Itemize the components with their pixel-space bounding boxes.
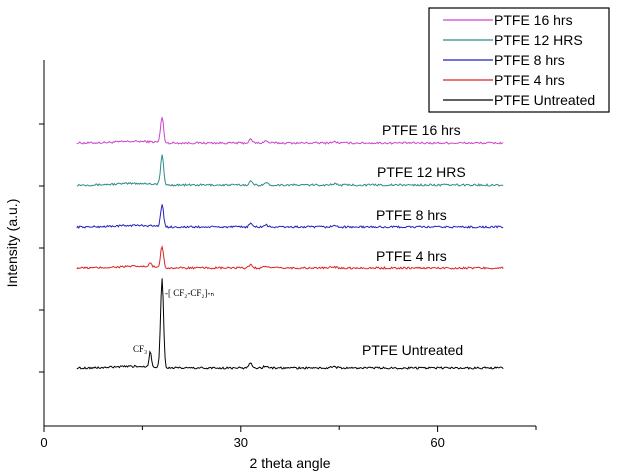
legend-label: PTFE 4 hrs bbox=[494, 72, 565, 88]
x-tick-label: 60 bbox=[430, 435, 444, 450]
legend-label: PTFE 12 HRS bbox=[494, 32, 583, 48]
series-label: PTFE 16 hrs bbox=[382, 122, 461, 138]
legend-label: PTFE 8 hrs bbox=[494, 52, 565, 68]
legend-label: PTFE Untreated bbox=[494, 92, 595, 108]
series-line-1 bbox=[76, 154, 504, 188]
legend-label: PTFE 16 hrs bbox=[494, 12, 573, 28]
series-line-4 bbox=[76, 278, 504, 370]
series-group bbox=[76, 117, 504, 370]
legend: PTFE 16 hrs PTFE 12 HRS PTFE 8 hrs PTFE 4 h… bbox=[428, 7, 610, 113]
series-labels: PTFE 16 hrs PTFE 12 HRS PTFE 8 hrs PTFE 4 h… bbox=[362, 122, 466, 358]
y-axis-title: Intensity (a.u.) bbox=[4, 199, 20, 288]
y-ticks bbox=[39, 123, 44, 373]
legend-box bbox=[428, 7, 610, 113]
series-line-2 bbox=[76, 204, 504, 230]
x-tick-label: 30 bbox=[234, 435, 248, 450]
peak-annotation: CF₃ bbox=[133, 344, 147, 354]
series-label: PTFE 4 hrs bbox=[376, 248, 447, 264]
series-label: PTFE Untreated bbox=[362, 342, 463, 358]
series-line-0 bbox=[76, 117, 504, 145]
series-label: PTFE 8 hrs bbox=[376, 207, 447, 223]
x-ticks: 0 30 60 bbox=[40, 426, 537, 450]
x-axis-title: 2 theta angle bbox=[250, 455, 331, 471]
x-tick-label: 0 bbox=[40, 435, 47, 450]
peak-annotation: -[ CF₂-CF₂]-ₙ bbox=[165, 288, 215, 298]
annotations: -[ CF₂-CF₂]-ₙ CF₃ bbox=[133, 288, 215, 354]
series-label: PTFE 12 HRS bbox=[377, 164, 466, 180]
series-line-3 bbox=[76, 245, 504, 270]
